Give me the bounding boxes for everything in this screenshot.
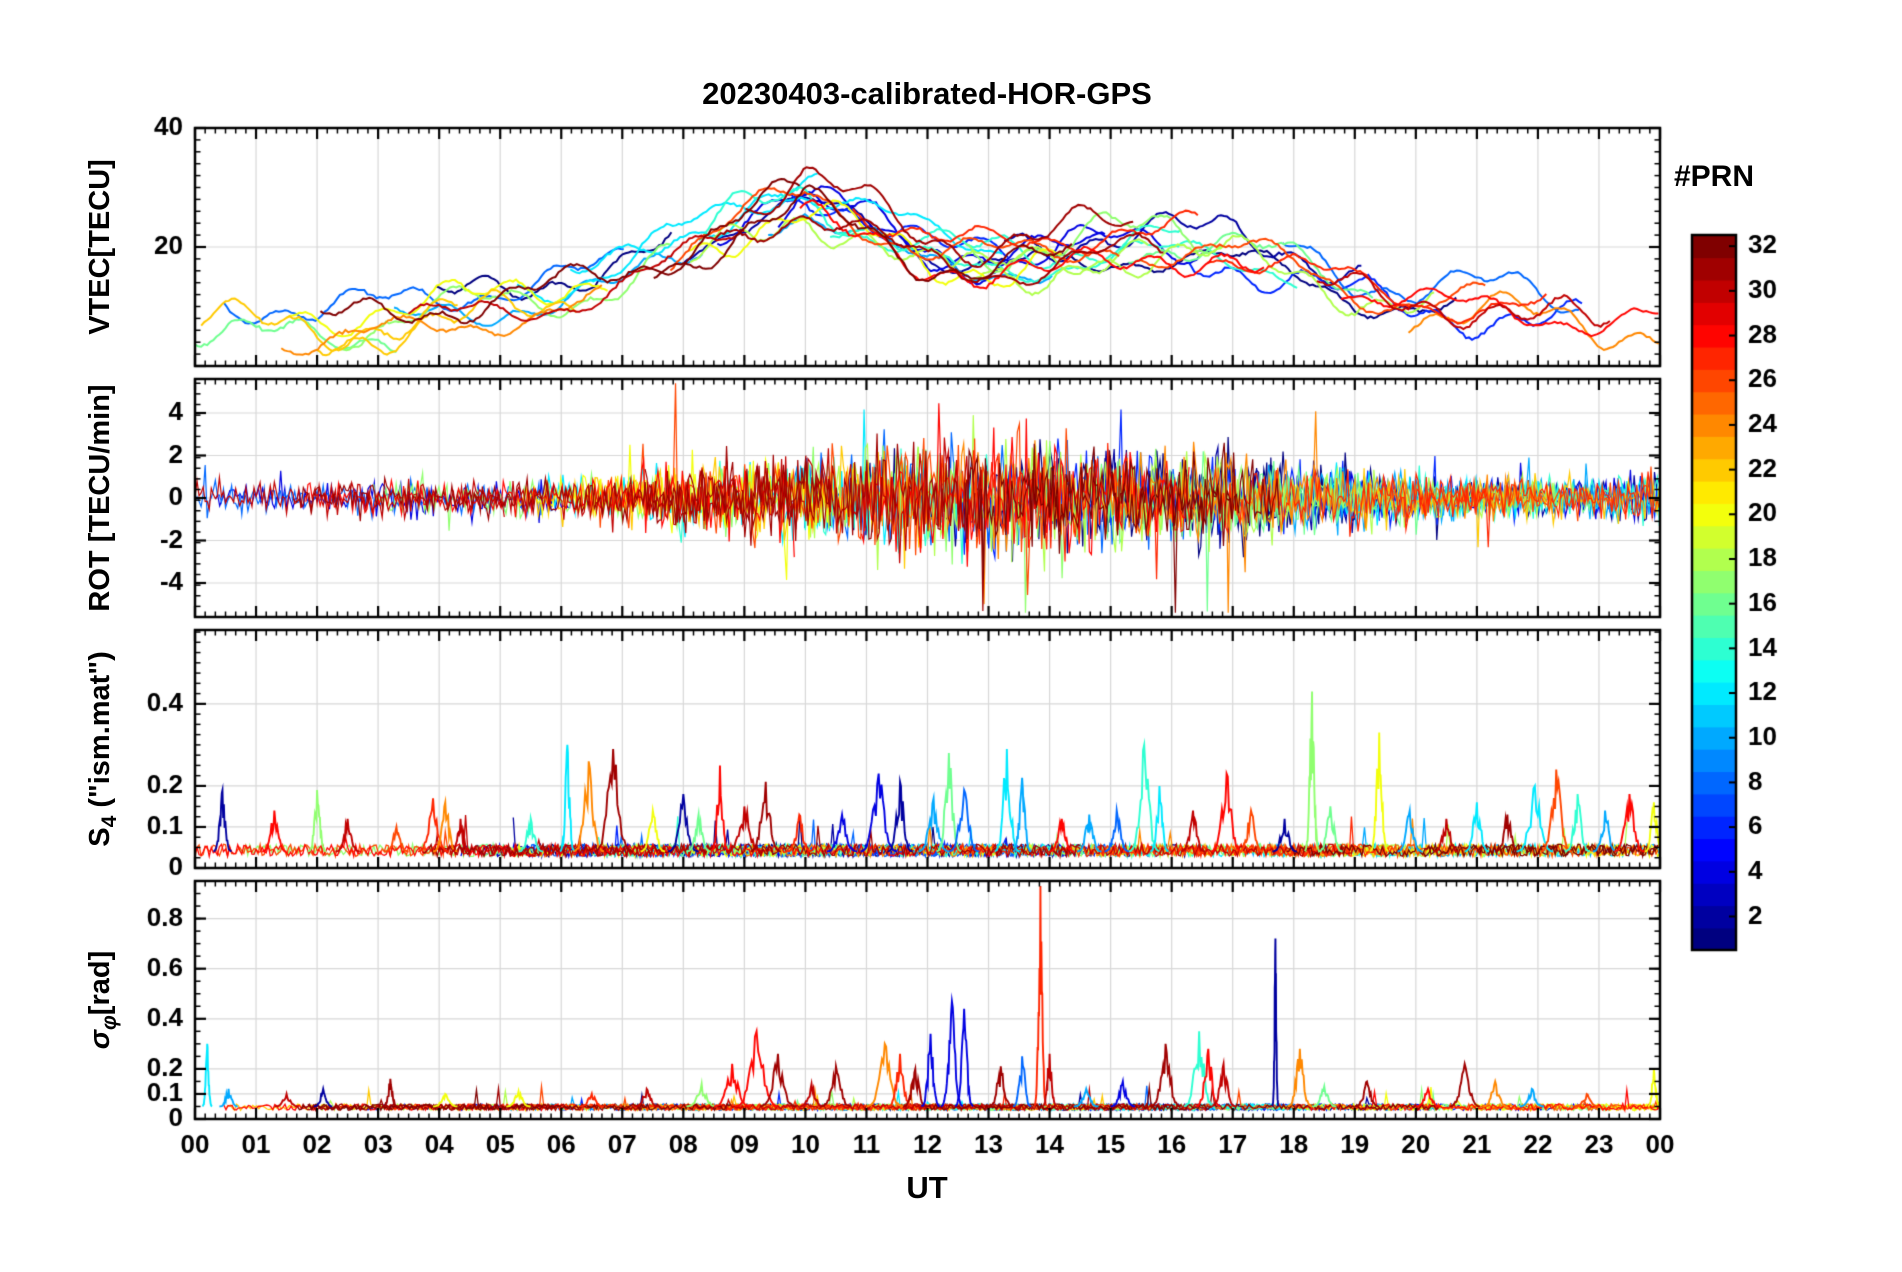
ylabel-s4: S4 ("ism.mat") — [84, 651, 121, 847]
xlabel-ut: UT — [906, 1170, 948, 1205]
ylabel-sigma-phi: σφ[rad] — [84, 950, 121, 1050]
ylabel-rot: ROT [TECU/min] — [84, 384, 122, 611]
ylabel-s4-text: S — [84, 827, 117, 847]
ylabel-rot-text: ROT [TECU/min] — [84, 384, 117, 612]
chart-title: 20230403-calibrated-HOR-GPS — [702, 76, 1152, 111]
colorbar-label: #PRN — [1673, 160, 1755, 193]
sigma-symbol: σ — [84, 1029, 117, 1050]
ylabel-vtec: VTEC[TECU] — [84, 159, 122, 335]
ylabel-vtec-text: VTEC[TECU] — [84, 159, 117, 335]
